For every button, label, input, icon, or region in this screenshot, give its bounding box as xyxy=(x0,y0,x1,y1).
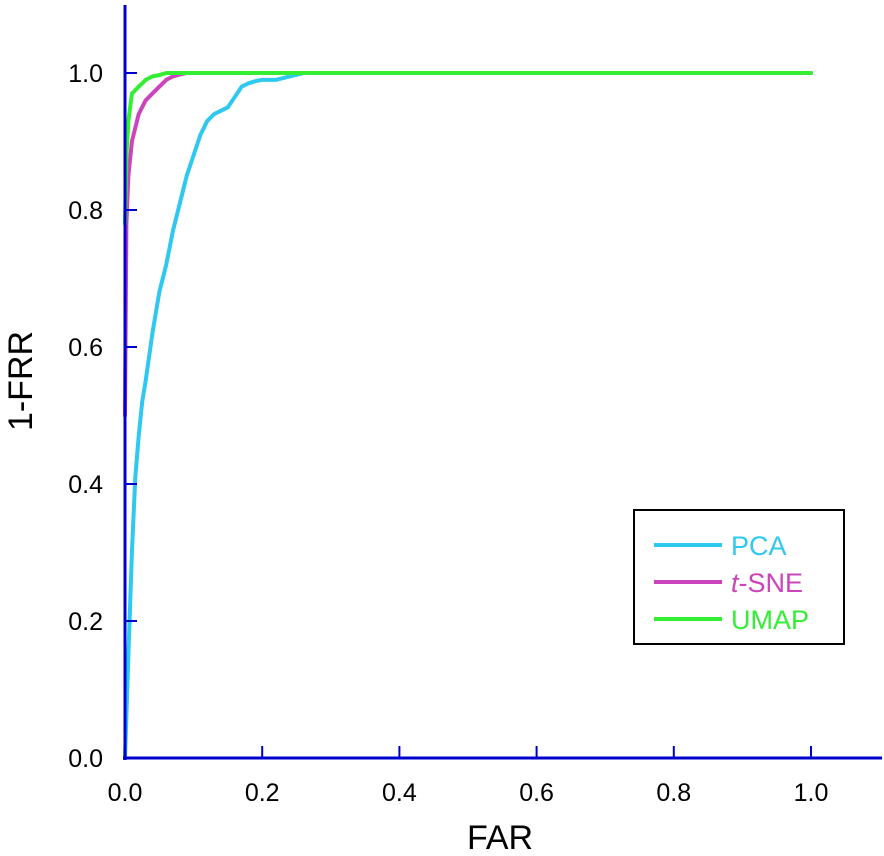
y-tick-label: 0.8 xyxy=(68,197,103,225)
series-line-pca xyxy=(123,71,813,760)
y-ticks: 0.0 0.2 0.4 0.6 0.8 1.0 xyxy=(68,60,137,773)
series-line-umap xyxy=(123,71,813,226)
x-tick-label: 1.0 xyxy=(794,779,829,807)
y-tick-label: 0.2 xyxy=(68,608,103,636)
legend-label: PCA xyxy=(731,531,787,561)
legend-box xyxy=(633,509,845,645)
plot-lines xyxy=(123,71,813,760)
y-tick-label: 0.4 xyxy=(68,471,103,499)
x-tick-label: 0.6 xyxy=(519,779,554,807)
legend: PCA t-SNE UMAP xyxy=(633,509,845,645)
y-tick-label: 1.0 xyxy=(68,60,103,88)
x-axis-title: FAR xyxy=(467,819,533,856)
x-tick-label: 0.4 xyxy=(382,779,417,807)
x-ticks: 0.0 0.2 0.4 0.6 0.8 1.0 xyxy=(108,746,829,807)
x-tick-label: 0.2 xyxy=(245,779,280,807)
legend-label: t-SNE xyxy=(731,568,803,598)
y-axis-title: 1-FRR xyxy=(2,331,40,431)
y-tick-label: 0.0 xyxy=(68,745,103,773)
x-tick-label: 0.8 xyxy=(656,779,691,807)
legend-label: UMAP xyxy=(731,605,809,635)
series-line-t-sne xyxy=(123,71,813,418)
legend-entries: PCA t-SNE UMAP xyxy=(654,531,809,635)
x-tick-label: 0.0 xyxy=(108,779,143,807)
y-tick-label: 0.6 xyxy=(68,334,103,362)
